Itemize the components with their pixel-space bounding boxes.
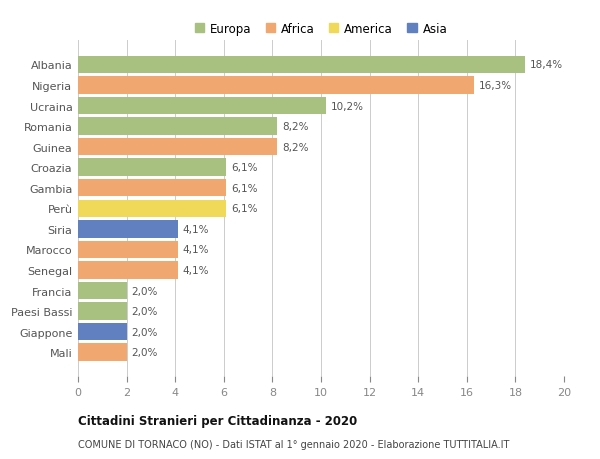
Bar	[78, 139, 277, 156]
Bar	[78, 282, 127, 300]
Text: 4,1%: 4,1%	[182, 224, 209, 235]
Text: Cittadini Stranieri per Cittadinanza - 2020: Cittadini Stranieri per Cittadinanza - 2…	[78, 414, 357, 428]
Bar	[78, 344, 127, 361]
Bar	[78, 179, 226, 197]
Text: 2,0%: 2,0%	[131, 286, 158, 296]
Bar	[78, 77, 474, 95]
Bar	[78, 98, 326, 115]
Text: 2,0%: 2,0%	[131, 307, 158, 316]
Text: 8,2%: 8,2%	[282, 122, 308, 132]
Text: 16,3%: 16,3%	[479, 81, 512, 91]
Text: 6,1%: 6,1%	[231, 183, 257, 193]
Bar	[78, 56, 525, 74]
Text: 4,1%: 4,1%	[182, 265, 209, 275]
Bar	[78, 221, 178, 238]
Bar	[78, 200, 226, 218]
Text: 4,1%: 4,1%	[182, 245, 209, 255]
Text: 18,4%: 18,4%	[530, 60, 563, 70]
Bar	[78, 262, 178, 279]
Legend: Europa, Africa, America, Asia: Europa, Africa, America, Asia	[193, 20, 449, 38]
Text: 6,1%: 6,1%	[231, 204, 257, 214]
Bar	[78, 323, 127, 341]
Bar	[78, 302, 127, 320]
Bar	[78, 118, 277, 135]
Text: 6,1%: 6,1%	[231, 163, 257, 173]
Text: COMUNE DI TORNACO (NO) - Dati ISTAT al 1° gennaio 2020 - Elaborazione TUTTITALIA: COMUNE DI TORNACO (NO) - Dati ISTAT al 1…	[78, 440, 509, 449]
Text: 8,2%: 8,2%	[282, 142, 308, 152]
Text: 2,0%: 2,0%	[131, 347, 158, 358]
Text: 2,0%: 2,0%	[131, 327, 158, 337]
Bar	[78, 159, 226, 177]
Bar	[78, 241, 178, 258]
Text: 10,2%: 10,2%	[331, 101, 364, 111]
